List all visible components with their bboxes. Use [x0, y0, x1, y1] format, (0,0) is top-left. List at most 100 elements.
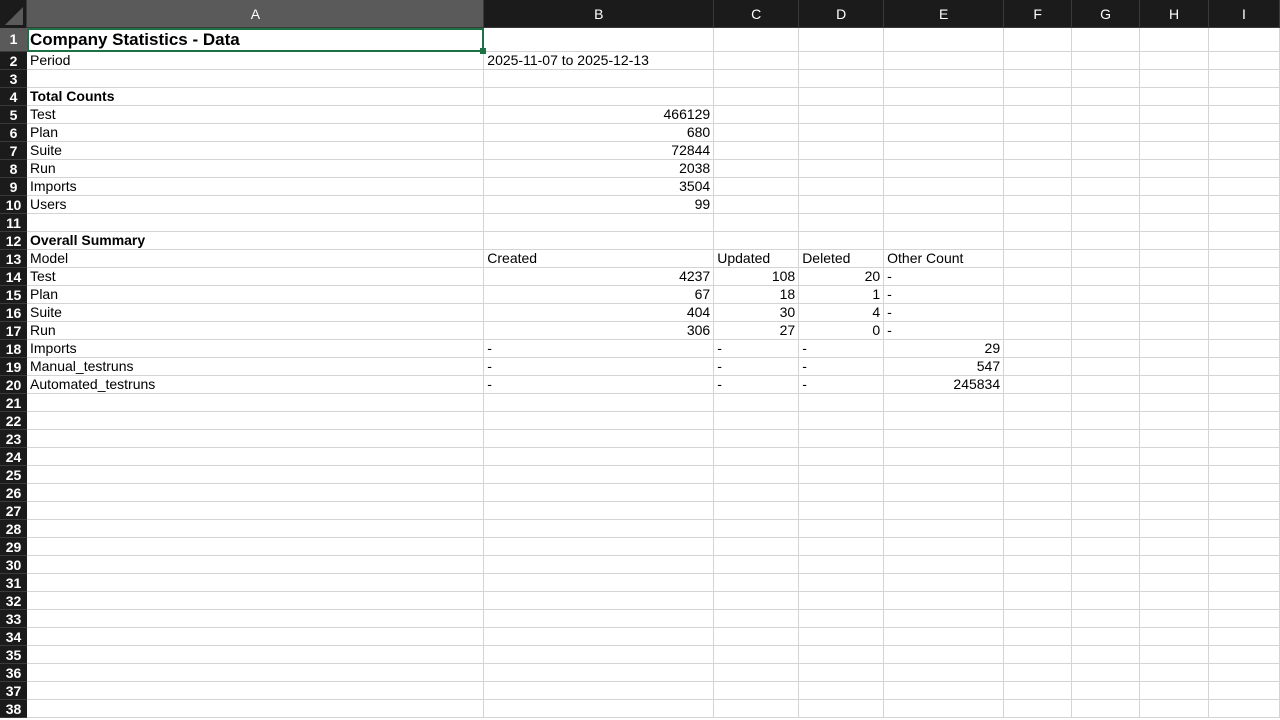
cell-g28[interactable] [1071, 519, 1141, 538]
cell-f16[interactable] [1003, 303, 1073, 322]
cell-f22[interactable] [1003, 411, 1073, 430]
cell-e5[interactable] [883, 105, 1005, 124]
cell-i25[interactable] [1208, 465, 1280, 484]
cell-e22[interactable] [883, 411, 1005, 430]
cell-e3[interactable] [883, 69, 1005, 88]
cell-c24[interactable] [713, 447, 800, 466]
cell-h32[interactable] [1139, 591, 1209, 610]
cell-h27[interactable] [1139, 501, 1209, 520]
row-header-14[interactable]: 14 [0, 267, 27, 286]
cell-g26[interactable] [1071, 483, 1141, 502]
row-header-21[interactable]: 21 [0, 393, 27, 412]
cell-a8[interactable]: Run [26, 159, 485, 178]
cell-g21[interactable] [1071, 393, 1141, 412]
cell-d11[interactable] [798, 213, 885, 232]
cell-h10[interactable] [1139, 195, 1209, 214]
cell-e38[interactable] [883, 699, 1005, 718]
cell-c23[interactable] [713, 429, 800, 448]
row-header-11[interactable]: 11 [0, 213, 27, 232]
cell-c25[interactable] [713, 465, 800, 484]
row-header-13[interactable]: 13 [0, 249, 27, 268]
cell-f8[interactable] [1003, 159, 1073, 178]
cell-e20[interactable]: 245834 [883, 375, 1005, 394]
column-header-i[interactable]: I [1208, 0, 1280, 28]
cell-f19[interactable] [1003, 357, 1073, 376]
cell-c35[interactable] [713, 645, 800, 664]
cell-e13[interactable]: Other Count [883, 249, 1005, 268]
cell-b12[interactable] [483, 231, 715, 250]
cell-d23[interactable] [798, 429, 885, 448]
row-header-4[interactable]: 4 [0, 87, 27, 106]
cell-f11[interactable] [1003, 213, 1073, 232]
cell-e2[interactable] [883, 51, 1005, 70]
cell-d32[interactable] [798, 591, 885, 610]
cell-c27[interactable] [713, 501, 800, 520]
cell-c37[interactable] [713, 681, 800, 700]
cell-b5[interactable]: 466129 [483, 105, 715, 124]
cell-b19[interactable]: - [483, 357, 715, 376]
cell-d18[interactable]: - [798, 339, 885, 358]
cell-a24[interactable] [26, 447, 485, 466]
cell-c26[interactable] [713, 483, 800, 502]
cell-f6[interactable] [1003, 123, 1073, 142]
cell-h19[interactable] [1139, 357, 1209, 376]
row-header-32[interactable]: 32 [0, 591, 27, 610]
row-header-15[interactable]: 15 [0, 285, 27, 304]
cell-f23[interactable] [1003, 429, 1073, 448]
cell-b9[interactable]: 3504 [483, 177, 715, 196]
row-header-3[interactable]: 3 [0, 69, 27, 88]
cell-f1[interactable] [1003, 27, 1073, 52]
cell-d5[interactable] [798, 105, 885, 124]
cell-g6[interactable] [1071, 123, 1141, 142]
cell-c5[interactable] [713, 105, 800, 124]
cell-e31[interactable] [883, 573, 1005, 592]
cell-i8[interactable] [1208, 159, 1280, 178]
cell-f9[interactable] [1003, 177, 1073, 196]
cell-g3[interactable] [1071, 69, 1141, 88]
cell-e27[interactable] [883, 501, 1005, 520]
cell-a17[interactable]: Run [26, 321, 485, 340]
cell-h18[interactable] [1139, 339, 1209, 358]
cell-c1[interactable] [713, 27, 800, 52]
cell-c9[interactable] [713, 177, 800, 196]
cell-g25[interactable] [1071, 465, 1141, 484]
cell-c2[interactable] [713, 51, 800, 70]
cell-e19[interactable]: 547 [883, 357, 1005, 376]
cell-e7[interactable] [883, 141, 1005, 160]
cell-e12[interactable] [883, 231, 1005, 250]
cell-h6[interactable] [1139, 123, 1209, 142]
cell-b26[interactable] [483, 483, 715, 502]
cell-d17[interactable]: 0 [798, 321, 885, 340]
row-header-18[interactable]: 18 [0, 339, 27, 358]
cell-g17[interactable] [1071, 321, 1141, 340]
cell-d33[interactable] [798, 609, 885, 628]
cell-a12[interactable]: Overall Summary [26, 231, 485, 250]
cell-c30[interactable] [713, 555, 800, 574]
cell-b36[interactable] [483, 663, 715, 682]
cell-b4[interactable] [483, 87, 715, 106]
cell-a38[interactable] [26, 699, 485, 718]
cell-b1[interactable] [483, 27, 715, 52]
cell-a37[interactable] [26, 681, 485, 700]
cell-h7[interactable] [1139, 141, 1209, 160]
row-header-7[interactable]: 7 [0, 141, 27, 160]
cell-c12[interactable] [713, 231, 800, 250]
cell-h26[interactable] [1139, 483, 1209, 502]
cell-i30[interactable] [1208, 555, 1280, 574]
cell-c17[interactable]: 27 [713, 321, 800, 340]
row-header-5[interactable]: 5 [0, 105, 27, 124]
cell-a20[interactable]: Automated_testruns [26, 375, 485, 394]
cell-c11[interactable] [713, 213, 800, 232]
cell-h36[interactable] [1139, 663, 1209, 682]
cell-a16[interactable]: Suite [26, 303, 485, 322]
cell-i31[interactable] [1208, 573, 1280, 592]
cell-e9[interactable] [883, 177, 1005, 196]
cell-c10[interactable] [713, 195, 800, 214]
cell-i26[interactable] [1208, 483, 1280, 502]
cell-g22[interactable] [1071, 411, 1141, 430]
cell-d16[interactable]: 4 [798, 303, 885, 322]
cell-e8[interactable] [883, 159, 1005, 178]
cell-h15[interactable] [1139, 285, 1209, 304]
cell-e32[interactable] [883, 591, 1005, 610]
cell-e23[interactable] [883, 429, 1005, 448]
